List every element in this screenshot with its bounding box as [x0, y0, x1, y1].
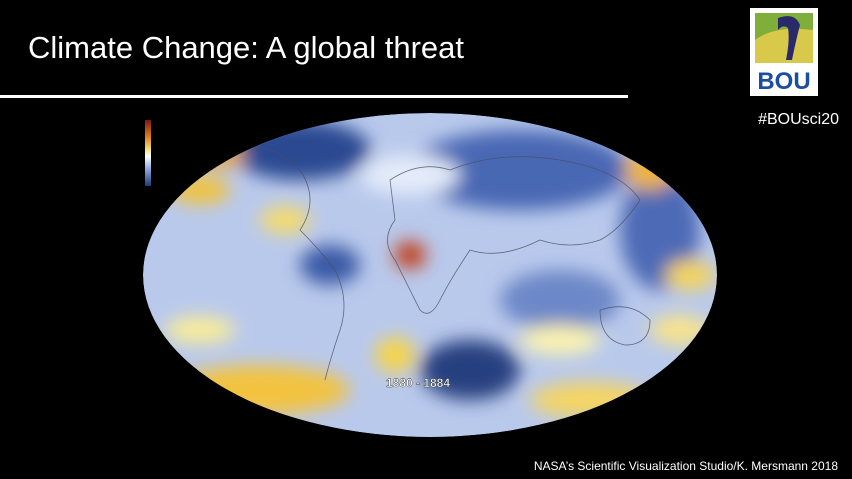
color-scale: [145, 120, 151, 186]
title-rule: [0, 95, 628, 98]
slide-title: Climate Change: A global threat: [28, 30, 464, 65]
credit: NASA’s Scientific Visualization Studio/K…: [534, 459, 838, 473]
map-label: 1880 - 1884: [386, 376, 450, 390]
logo-text: BOU: [757, 68, 810, 95]
logo: BOU: [750, 8, 818, 96]
hashtag: #BOUsci20: [758, 111, 839, 128]
